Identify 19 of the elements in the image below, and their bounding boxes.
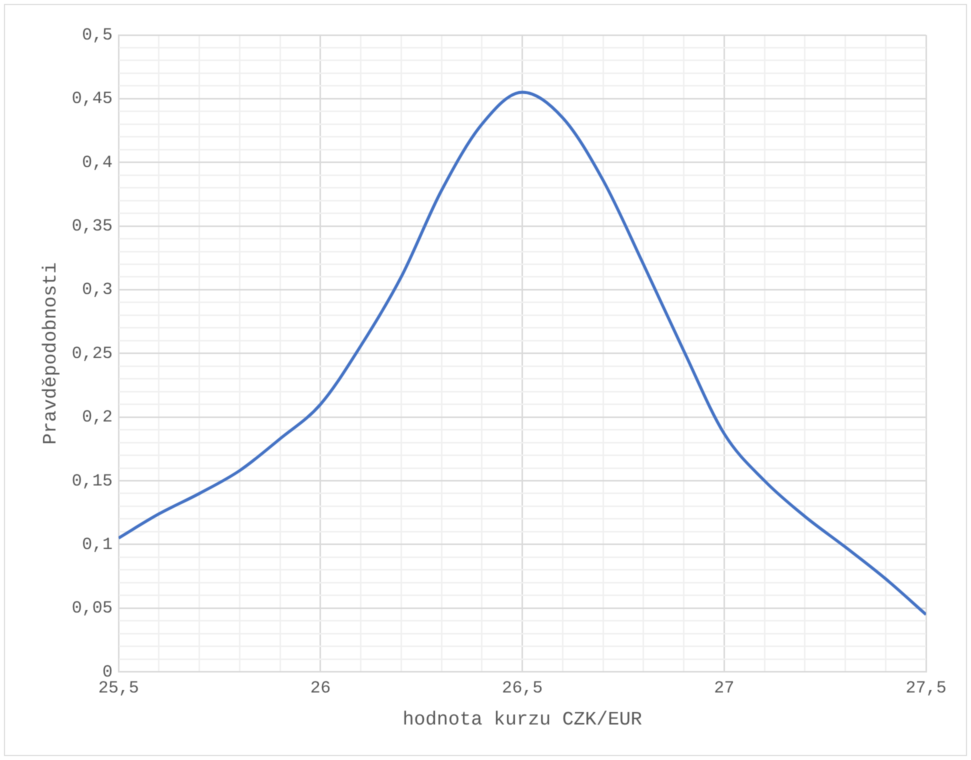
x-tick-label: 26,5 bbox=[502, 680, 543, 698]
y-axis-title: Pravděpodobnosti bbox=[39, 262, 62, 445]
y-tick-label: 0,4 bbox=[82, 154, 113, 173]
y-tick-label: 0 bbox=[102, 663, 113, 682]
x-axis-title: hodnota kurzu CZK/EUR bbox=[402, 708, 642, 731]
y-tick-label: 0,15 bbox=[72, 472, 113, 492]
y-tick-label: 0,05 bbox=[72, 600, 113, 619]
y-tick-label: 0,3 bbox=[82, 281, 113, 300]
x-tick-label: 27 bbox=[714, 680, 734, 698]
line-series bbox=[118, 90, 926, 616]
y-tick-label: 0,2 bbox=[82, 408, 113, 428]
y-tick-label: 0,25 bbox=[72, 344, 113, 364]
x-tick-label: 26 bbox=[310, 680, 331, 698]
x-tick-label: 27,5 bbox=[906, 680, 946, 698]
y-tick-label: 0,1 bbox=[82, 536, 113, 555]
y-tick-label: 0,35 bbox=[72, 218, 113, 237]
y-tick-label: 0,5 bbox=[82, 26, 113, 46]
x-tick-label: 25,5 bbox=[98, 680, 140, 698]
y-tick-label: 0,45 bbox=[72, 90, 113, 110]
